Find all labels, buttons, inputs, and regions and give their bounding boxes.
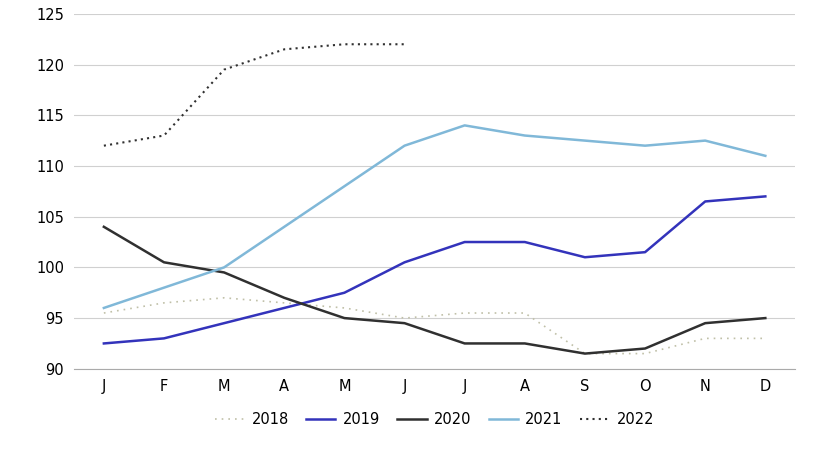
Legend: 2018, 2019, 2020, 2021, 2022: 2018, 2019, 2020, 2021, 2022 bbox=[209, 406, 659, 432]
